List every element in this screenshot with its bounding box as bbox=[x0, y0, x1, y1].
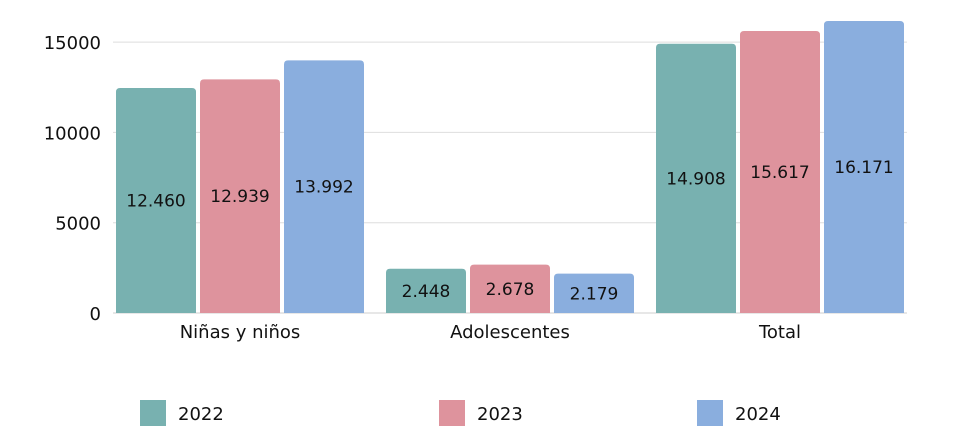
data-label: 2.678 bbox=[486, 280, 535, 300]
legend-label: 2024 bbox=[735, 404, 781, 425]
category-label: Niñas y niños bbox=[180, 322, 301, 343]
data-label: 13.992 bbox=[294, 178, 353, 198]
data-label: 2.448 bbox=[402, 282, 451, 302]
data-label: 16.171 bbox=[834, 158, 893, 178]
bar bbox=[200, 79, 280, 313]
legend-label: 2023 bbox=[477, 404, 523, 425]
legend-swatch bbox=[140, 400, 166, 426]
y-tick-label: 5000 bbox=[55, 214, 101, 235]
data-label: 12.460 bbox=[126, 192, 185, 212]
category-label: Total bbox=[758, 322, 801, 343]
data-label: 15.617 bbox=[750, 163, 809, 183]
legend-swatch bbox=[697, 400, 723, 426]
y-tick-label: 0 bbox=[90, 304, 101, 325]
bars bbox=[116, 21, 904, 314]
bar bbox=[554, 273, 634, 313]
y-tick-label: 10000 bbox=[44, 123, 101, 144]
bar bbox=[824, 21, 904, 313]
data-labels: 12.460 12.939 13.992 2.448 2.678 2.179 14.908 1… bbox=[126, 158, 893, 304]
bar bbox=[470, 264, 550, 313]
legend-label: 2022 bbox=[178, 404, 224, 425]
legend-swatch bbox=[439, 400, 465, 426]
bar bbox=[116, 88, 196, 313]
legend-item: 2023 bbox=[439, 400, 523, 426]
data-label: 12.939 bbox=[210, 187, 269, 207]
data-label: 2.179 bbox=[570, 284, 619, 304]
category-label: Adolescentes bbox=[450, 322, 570, 343]
y-axis-ticks: 0 5000 10000 15000 bbox=[44, 33, 101, 325]
bar bbox=[386, 268, 466, 313]
legend: 2022 2023 2024 bbox=[140, 400, 781, 426]
x-axis-categories: Niñas y niños Adolescentes Total bbox=[180, 322, 801, 343]
legend-item: 2022 bbox=[140, 400, 224, 426]
y-tick-label: 15000 bbox=[44, 33, 101, 54]
data-label: 14.908 bbox=[666, 169, 725, 189]
bar bbox=[284, 60, 364, 313]
legend-item: 2024 bbox=[697, 400, 781, 426]
bar bbox=[740, 31, 820, 313]
bar bbox=[656, 43, 736, 314]
